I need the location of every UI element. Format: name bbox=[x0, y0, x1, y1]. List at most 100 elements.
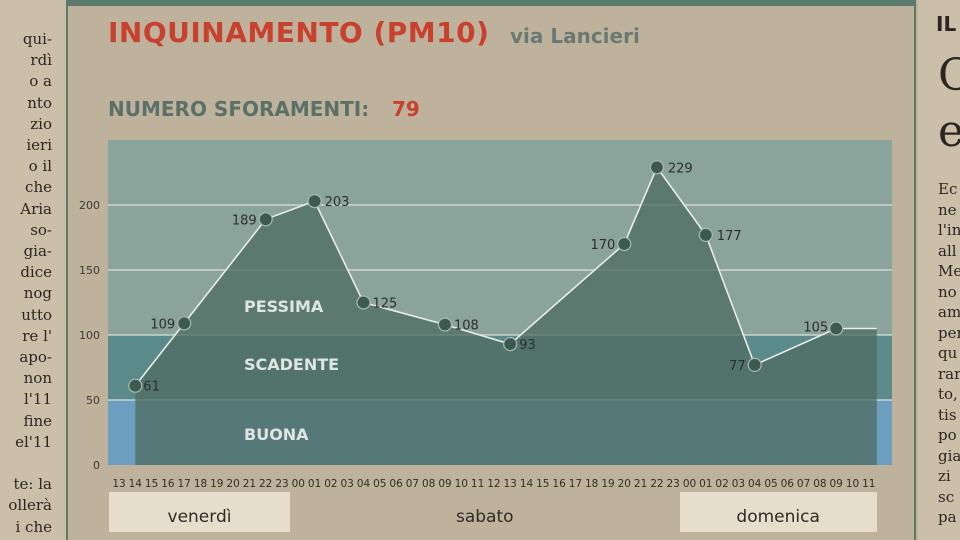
x-tick-label: 11 bbox=[471, 478, 484, 490]
zone-label-scadente: SCADENTE bbox=[244, 355, 339, 374]
day-band-box bbox=[679, 492, 877, 532]
zone-label-buona: BUONA bbox=[244, 425, 309, 444]
x-tick-label: 20 bbox=[226, 478, 239, 490]
x-tick-label: 10 bbox=[846, 478, 859, 490]
x-tick-label: 00 bbox=[292, 478, 305, 490]
data-point bbox=[503, 337, 518, 352]
article-text-line: re l' bbox=[22, 326, 52, 345]
x-tick-label: 17 bbox=[178, 478, 191, 490]
x-tick-label: 19 bbox=[210, 478, 223, 490]
article-text-line: te: la bbox=[13, 475, 52, 494]
article-text-line: o a bbox=[29, 72, 52, 91]
article-text-line: am bbox=[938, 303, 960, 321]
article-text-line: ieri bbox=[26, 136, 52, 154]
article-text-line: o il bbox=[28, 157, 52, 176]
x-tick-label: 00 bbox=[683, 478, 696, 490]
data-point bbox=[356, 295, 371, 310]
top-rule bbox=[68, 0, 914, 6]
x-tick-label: 04 bbox=[748, 478, 762, 490]
x-tick-label: 06 bbox=[389, 478, 403, 490]
article-text-line: i che bbox=[15, 517, 52, 536]
x-tick-label: 13 bbox=[112, 478, 125, 490]
x-tick-label: 22 bbox=[259, 478, 272, 490]
article-text-line: zi bbox=[938, 467, 951, 485]
article-text-line: no bbox=[938, 282, 957, 301]
day-label: venerdì bbox=[167, 507, 232, 527]
y-tick-label: 200 bbox=[79, 199, 100, 212]
x-tick-label: 21 bbox=[243, 478, 256, 490]
article-text-line: per bbox=[938, 323, 960, 342]
article-text-line: po bbox=[938, 426, 957, 444]
x-tick-label: 18 bbox=[585, 478, 598, 490]
right-article-heading: IL bbox=[936, 12, 957, 36]
article-text-line: l'in bbox=[938, 221, 960, 239]
x-tick-label: 05 bbox=[764, 478, 777, 490]
data-point bbox=[698, 227, 713, 242]
zone-label-pessima: PESSIMA bbox=[244, 297, 324, 316]
data-point bbox=[258, 212, 273, 227]
left-column-rule bbox=[66, 0, 68, 540]
article-text-line: rar bbox=[938, 364, 960, 383]
x-tick-label: 11 bbox=[862, 478, 875, 490]
x-tick-label: 23 bbox=[275, 478, 288, 490]
data-label: 177 bbox=[717, 229, 742, 244]
data-point bbox=[437, 317, 453, 332]
data-point bbox=[829, 321, 844, 336]
x-tick-label: 13 bbox=[504, 478, 517, 490]
exceedance-count-label: NUMERO SFORAMENTI: bbox=[108, 97, 370, 121]
data-label: 105 bbox=[803, 321, 828, 336]
x-tick-label: 14 bbox=[129, 478, 143, 490]
x-tick-label: 08 bbox=[422, 478, 435, 490]
x-tick-label: 08 bbox=[813, 478, 826, 490]
article-text-line: so- bbox=[30, 220, 52, 239]
day-label: sabato bbox=[455, 507, 514, 527]
x-tick-label: 20 bbox=[618, 478, 631, 490]
article-text-line: utto bbox=[21, 305, 52, 324]
article-text-line: ne bbox=[938, 200, 957, 219]
chart-subtitle: via Lancieri bbox=[510, 24, 640, 48]
x-tick-label: 21 bbox=[634, 478, 647, 490]
left-article-column: qui-rdì o a nto zio ieri o il che Aria so-gia-di… bbox=[0, 0, 66, 540]
article-text-line: non bbox=[23, 369, 52, 388]
article-headline-letter: e bbox=[938, 106, 960, 157]
data-point bbox=[177, 316, 192, 331]
article-headline-letter: C bbox=[938, 50, 960, 101]
article-text-line: nog bbox=[23, 284, 52, 303]
x-tick-label: 19 bbox=[601, 478, 614, 490]
x-tick-label: 07 bbox=[797, 478, 810, 490]
data-point bbox=[307, 194, 322, 209]
article-text-line: l'11 bbox=[23, 390, 52, 409]
x-tick-label: 09 bbox=[438, 478, 451, 490]
x-tick-label: 04 bbox=[357, 478, 371, 490]
x-tick-label: 14 bbox=[520, 478, 534, 490]
x-tick-label: 06 bbox=[781, 478, 795, 490]
article-text-line: zio bbox=[30, 114, 52, 133]
x-tick-label: 01 bbox=[699, 478, 712, 490]
article-text-line: Ec bbox=[938, 180, 958, 198]
data-label: 203 bbox=[325, 195, 350, 210]
data-label: 77 bbox=[729, 359, 746, 374]
x-tick-label: 10 bbox=[455, 478, 468, 490]
data-point bbox=[649, 160, 665, 175]
chart-title: INQUINAMENTO (PM10) bbox=[108, 16, 490, 49]
x-tick-label: 09 bbox=[830, 478, 843, 490]
x-tick-label: 15 bbox=[536, 478, 549, 490]
x-tick-label: 17 bbox=[569, 478, 582, 490]
data-label: 125 bbox=[373, 297, 398, 312]
data-label: 170 bbox=[590, 238, 615, 253]
day-label: domenica bbox=[736, 507, 820, 527]
right-column-rule bbox=[914, 0, 916, 540]
data-label: 108 bbox=[454, 319, 479, 334]
y-tick-label: 150 bbox=[79, 264, 100, 277]
article-text-line: ollerà bbox=[8, 496, 52, 515]
y-tick-label: 0 bbox=[93, 459, 100, 472]
article-text-line: rdì bbox=[30, 51, 52, 70]
x-tick-label: 22 bbox=[650, 478, 663, 490]
x-tick-label: 03 bbox=[341, 478, 354, 490]
article-text-line: Me bbox=[938, 262, 960, 280]
article-text-line: el'11 bbox=[15, 432, 52, 451]
article-text-line: che bbox=[25, 178, 52, 197]
article-text-line: pa bbox=[938, 508, 957, 526]
article-text-line: all bbox=[938, 241, 957, 260]
